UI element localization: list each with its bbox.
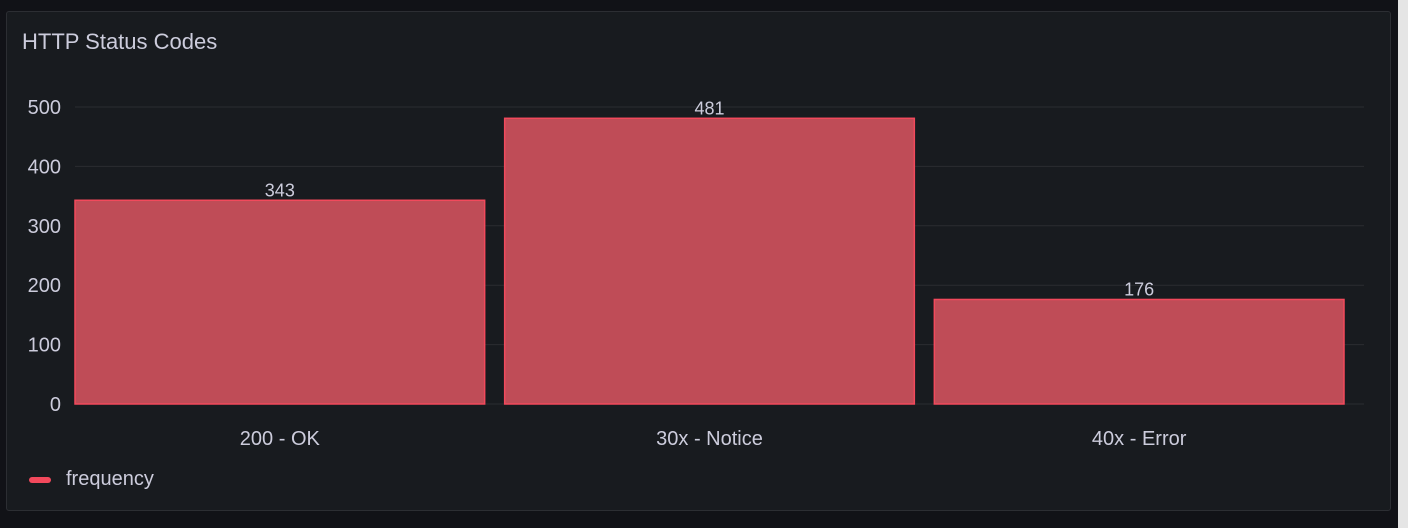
bar-chart: 0 100 200 300 400 500 343 481 176 200 - OK 30x -… (28, 97, 1364, 450)
y-tick-label: 500 (28, 97, 61, 119)
bar[interactable] (933, 298, 1345, 405)
bar-value-label: 176 (1124, 279, 1154, 299)
y-tick-label: 400 (28, 156, 61, 178)
x-tick-label: 200 - OK (240, 428, 321, 450)
bar-value-label: 343 (265, 180, 295, 200)
chart-panel: HTTP Status Codes 0 100 200 300 400 500 343 48… (6, 11, 1391, 511)
y-tick-label: 200 (28, 275, 61, 297)
bar[interactable] (74, 199, 486, 405)
legend-swatch (29, 476, 51, 483)
panel-title: HTTP Status Codes (22, 29, 218, 54)
legend-item-frequency[interactable]: frequency (29, 468, 154, 491)
window-edge (1398, 0, 1408, 528)
x-tick-label: 40x - Error (1092, 428, 1187, 450)
bar-value-label: 481 (694, 98, 724, 118)
bar[interactable] (503, 117, 916, 405)
x-tick-label: 30x - Notice (656, 428, 763, 450)
y-tick-label: 100 (28, 335, 61, 357)
y-tick-label: 300 (28, 216, 61, 238)
legend-label: frequency (66, 468, 154, 490)
y-tick-label: 0 (50, 394, 61, 416)
